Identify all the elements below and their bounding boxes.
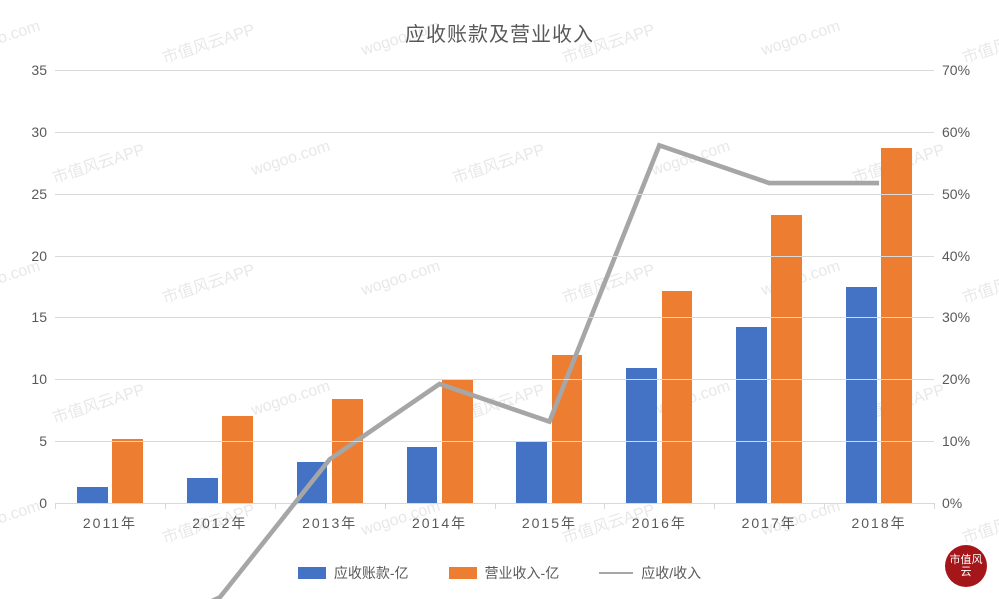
x-tick-label: 2011年 <box>55 513 165 533</box>
x-tick-label: 2014年 <box>385 513 495 533</box>
gridline <box>55 70 934 71</box>
y-right-tick-label: 60% <box>934 124 970 140</box>
x-tick <box>824 503 825 509</box>
gridline <box>55 132 934 133</box>
legend-label-receivables: 应收账款-亿 <box>334 563 409 583</box>
watermark-text: wogoo.com <box>0 258 43 300</box>
legend-line-ratio <box>599 572 633 574</box>
y-right-tick-label: 20% <box>934 371 970 387</box>
x-tick <box>55 503 56 509</box>
legend-item-receivables: 应收账款-亿 <box>298 563 409 583</box>
plot-area: 00%510%1020%1530%2040%2550%3060%3570%201… <box>55 70 934 504</box>
y-right-tick-label: 0% <box>934 495 962 511</box>
legend-label-ratio: 应收/收入 <box>641 563 701 583</box>
x-tick <box>495 503 496 509</box>
gridline <box>55 441 934 442</box>
y-left-tick-label: 5 <box>39 433 55 449</box>
brand-badge-text: 市值风云 <box>945 554 987 578</box>
y-left-tick-label: 15 <box>31 309 55 325</box>
x-tick <box>165 503 166 509</box>
x-tick <box>604 503 605 509</box>
x-tick-label: 2018年 <box>824 513 934 533</box>
x-tick <box>714 503 715 509</box>
x-tick-label: 2013年 <box>275 513 385 533</box>
y-left-tick-label: 35 <box>31 62 55 78</box>
gridline <box>55 256 934 257</box>
y-left-tick-label: 30 <box>31 124 55 140</box>
watermark-text: wogoo.com <box>0 498 43 540</box>
y-left-tick-label: 20 <box>31 248 55 264</box>
watermark-text: 市值风云APP <box>959 496 999 549</box>
x-tick-label: 2017年 <box>714 513 824 533</box>
legend-item-revenue: 营业收入-亿 <box>449 563 560 583</box>
x-tick <box>275 503 276 509</box>
legend: 应收账款-亿 营业收入-亿 应收/收入 <box>0 563 999 583</box>
chart-container: wogoo.com市值风云APPwogoo.com市值风云APPwogoo.co… <box>0 0 999 599</box>
x-tick-label: 2015年 <box>495 513 605 533</box>
gridline <box>55 194 934 195</box>
x-tick-label: 2012年 <box>165 513 275 533</box>
y-right-tick-label: 10% <box>934 433 970 449</box>
gridline <box>55 317 934 318</box>
y-left-tick-label: 0 <box>39 495 55 511</box>
y-left-tick-label: 10 <box>31 371 55 387</box>
x-tick <box>385 503 386 509</box>
y-right-tick-label: 40% <box>934 248 970 264</box>
watermark-text: 市值风云APP <box>959 256 999 309</box>
y-left-tick-label: 25 <box>31 186 55 202</box>
y-right-tick-label: 50% <box>934 186 970 202</box>
legend-swatch-receivables <box>298 567 326 579</box>
y-right-tick-label: 70% <box>934 62 970 78</box>
legend-label-revenue: 营业收入-亿 <box>485 563 560 583</box>
gridline <box>55 379 934 380</box>
chart-title: 应收账款及营业收入 <box>0 18 999 47</box>
legend-swatch-revenue <box>449 567 477 579</box>
y-right-tick-label: 30% <box>934 309 970 325</box>
x-tick <box>934 503 935 509</box>
brand-badge: 市值风云 <box>945 545 987 587</box>
x-tick-label: 2016年 <box>604 513 714 533</box>
legend-item-ratio: 应收/收入 <box>599 563 701 583</box>
